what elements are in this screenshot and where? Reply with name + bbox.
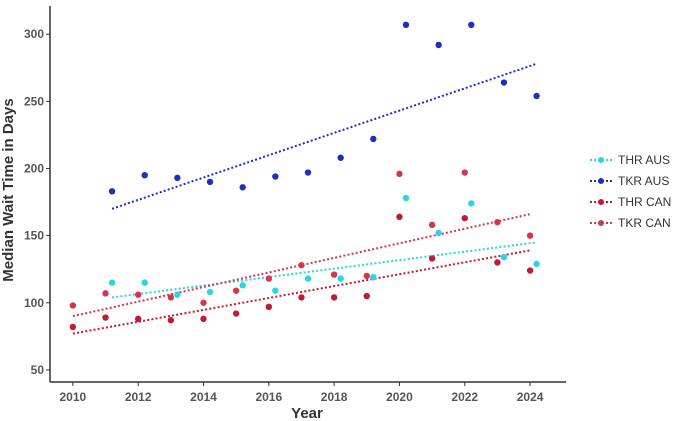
data-point-thr-can — [134, 315, 142, 323]
y-tick-label: 150 — [24, 229, 44, 243]
data-point-tkr-can — [134, 291, 142, 298]
data-point-tkr-can — [330, 271, 338, 278]
x-tick-label: 2024 — [517, 390, 544, 404]
data-point-tkr-aus — [337, 154, 344, 161]
y-axis-title: Median Wait Time in Days — [0, 98, 17, 281]
data-point-tkr-can — [428, 221, 436, 229]
data-point-tkr-aus — [468, 21, 475, 28]
data-point-tkr-can — [494, 219, 501, 226]
x-tick-label: 2016 — [255, 390, 282, 404]
y-tick-label: 300 — [24, 27, 44, 41]
data-point-thr-can — [428, 255, 436, 262]
data-point-thr-aus — [500, 253, 508, 261]
x-tick-label: 2020 — [386, 390, 413, 404]
data-point-tkr-can — [102, 290, 109, 297]
data-point-thr-aus — [174, 291, 181, 298]
legend-key-point — [598, 220, 604, 226]
data-point-tkr-can — [167, 294, 175, 301]
trend-line-thr-can — [72, 249, 531, 335]
data-point-thr-can — [265, 303, 273, 310]
data-point-tkr-aus — [272, 173, 279, 180]
data-point-thr-can — [363, 292, 370, 300]
data-point-tkr-can — [232, 287, 240, 294]
data-point-thr-can — [330, 294, 338, 301]
legend-key-point — [598, 157, 604, 163]
data-point-thr-can — [461, 214, 468, 222]
data-point-tkr-aus — [370, 135, 377, 143]
plot-area — [69, 21, 540, 335]
x-tick-label: 2018 — [321, 390, 348, 404]
y-axis-ticks: 50 100 150 200 250 300 — [24, 27, 50, 377]
data-point-thr-aus — [141, 279, 148, 286]
data-point-thr-aus — [108, 279, 116, 286]
data-point-tkr-aus — [239, 184, 246, 191]
data-point-tkr-aus — [435, 41, 442, 49]
data-point-thr-aus — [239, 282, 246, 289]
legend-label: THR AUS — [618, 153, 670, 167]
data-point-thr-can — [69, 323, 77, 331]
data-point-thr-can — [200, 315, 207, 323]
y-tick-label: 100 — [24, 296, 44, 310]
legend-key-point — [598, 199, 604, 205]
data-point-thr-can — [396, 213, 403, 221]
data-point-tkr-can — [200, 299, 207, 306]
data-point-thr-aus — [272, 287, 279, 294]
data-point-tkr-aus — [174, 174, 181, 182]
data-point-tkr-can — [265, 275, 273, 282]
data-point-tkr-can — [363, 272, 370, 280]
data-point-tkr-aus — [141, 172, 148, 179]
data-point-thr-aus — [435, 229, 442, 237]
data-point-thr-can — [232, 310, 240, 317]
data-point-thr-aus — [370, 274, 377, 281]
data-point-tkr-can — [69, 302, 77, 309]
data-point-thr-can — [298, 294, 305, 301]
data-point-thr-aus — [206, 288, 214, 296]
data-point-thr-aus — [304, 275, 312, 282]
x-tick-label: 2022 — [451, 390, 478, 404]
data-point-tkr-can — [526, 232, 534, 239]
data-point-tkr-can — [461, 169, 468, 176]
x-tick-label: 2014 — [190, 390, 217, 404]
data-point-thr-can — [494, 259, 501, 266]
data-point-tkr-aus — [304, 169, 312, 176]
data-point-thr-aus — [337, 275, 344, 282]
legend-label: THR CAN — [618, 195, 671, 209]
legend-key-point — [598, 178, 604, 184]
trend-line-tkr-aus — [111, 62, 537, 210]
data-point-tkr-aus — [108, 188, 116, 195]
data-point-tkr-can — [298, 261, 305, 269]
data-point-thr-can — [526, 267, 534, 274]
x-tick-label: 2012 — [125, 390, 152, 404]
data-point-thr-aus — [402, 194, 410, 202]
x-axis-ticks: 2010 2012 2014 2016 2018 2020 2022 2024 — [60, 382, 544, 404]
y-tick-label: 50 — [31, 363, 45, 377]
y-tick-label: 200 — [24, 161, 44, 175]
data-point-tkr-can — [396, 170, 403, 178]
data-point-tkr-aus — [500, 79, 508, 86]
data-point-tkr-aus — [533, 92, 540, 100]
legend-label: TKR AUS — [618, 174, 669, 188]
y-tick-label: 250 — [24, 94, 44, 108]
data-point-thr-can — [102, 314, 109, 321]
legend-label: TKR CAN — [618, 216, 671, 230]
data-point-thr-can — [167, 317, 175, 324]
x-tick-label: 2010 — [60, 390, 87, 404]
legend: THR AUS TKR AUS THR CAN TKR CAN — [590, 153, 671, 230]
data-point-thr-aus — [468, 200, 475, 207]
data-point-tkr-aus — [402, 21, 410, 28]
x-axis-title: Year — [291, 405, 323, 421]
data-point-thr-aus — [533, 260, 540, 268]
data-point-tkr-aus — [206, 178, 214, 186]
